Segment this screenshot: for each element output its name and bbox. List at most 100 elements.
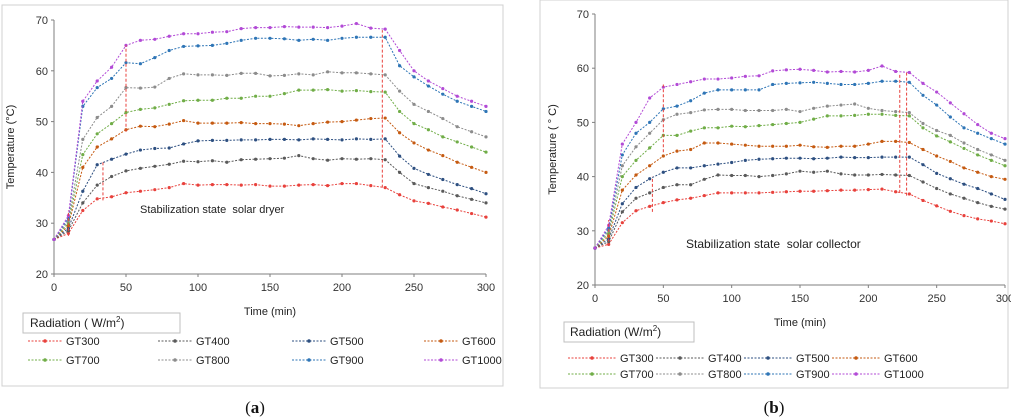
data-point [225, 96, 229, 100]
data-point [239, 96, 243, 100]
data-point [196, 121, 200, 125]
data-point [962, 141, 966, 145]
data-point [167, 102, 171, 106]
data-point [894, 173, 898, 177]
data-point [675, 198, 679, 202]
data-point [894, 139, 898, 143]
data-point [426, 128, 430, 132]
x-tick-label: 100 [189, 282, 207, 294]
data-point [153, 106, 157, 110]
data-point [702, 193, 706, 198]
data-point [921, 180, 925, 184]
data-point [369, 35, 373, 39]
data-point [441, 86, 445, 91]
data-point [976, 186, 980, 191]
data-point [620, 188, 624, 192]
data-point [771, 157, 775, 161]
data-point [95, 115, 99, 120]
data-point [426, 186, 430, 190]
data-point [182, 142, 186, 146]
data-point [935, 90, 939, 94]
data-point [675, 112, 679, 116]
legend-title: Radiation ( W/m2) [30, 315, 124, 330]
legend-swatch-marker [439, 339, 443, 343]
data-point [340, 120, 344, 124]
data-point [607, 231, 611, 236]
data-point [798, 109, 802, 114]
data-point [1003, 207, 1007, 211]
data-point [634, 196, 638, 200]
x-tick-label: 250 [405, 282, 423, 294]
data-point [989, 192, 993, 196]
x-tick-label: 150 [261, 282, 279, 294]
data-point [254, 94, 258, 98]
data-point [398, 154, 402, 158]
data-point [784, 107, 788, 111]
data-point [153, 146, 157, 151]
data-point [196, 32, 200, 36]
data-point [138, 86, 142, 90]
x-tick-label: 150 [791, 293, 809, 305]
x-axis-title: Time (min) [774, 317, 826, 329]
data-point [182, 72, 186, 76]
data-point [124, 110, 128, 115]
x-tick-label: 250 [927, 293, 945, 305]
data-point [282, 156, 286, 160]
data-point [661, 185, 665, 190]
data-point [470, 165, 474, 169]
data-point [340, 24, 344, 28]
data-point [455, 94, 459, 98]
data-point [921, 163, 925, 167]
data-point [907, 70, 911, 75]
data-point [921, 121, 925, 126]
data-point [812, 80, 816, 84]
data-point [907, 192, 911, 196]
data-point [412, 102, 416, 106]
data-point [426, 109, 430, 114]
data-point [894, 113, 898, 117]
data-point [675, 149, 679, 153]
data-point [716, 141, 720, 145]
data-point [196, 183, 200, 187]
data-point [675, 166, 679, 170]
data-point [81, 189, 85, 193]
data-point [730, 191, 734, 195]
chart-annotation: Stabilization state solar dryer [140, 204, 285, 216]
data-point [976, 201, 980, 205]
data-point [354, 137, 358, 141]
data-point [81, 201, 85, 205]
legend-label: GT1000 [462, 355, 502, 367]
series-gt900 [52, 35, 488, 242]
data-point [369, 90, 373, 94]
data-point [412, 199, 416, 203]
legend-item-gt1000: GT1000 [424, 355, 502, 367]
data-point [839, 82, 843, 87]
data-point [825, 145, 829, 149]
legend-item-gt800: GT800 [656, 369, 742, 381]
data-point [52, 237, 56, 242]
data-point [907, 155, 911, 159]
data-point [730, 107, 734, 111]
data-point [948, 209, 952, 213]
data-point [716, 126, 720, 130]
data-point [268, 184, 272, 188]
data-point [441, 135, 445, 139]
data-point [962, 214, 966, 218]
legend-item-gt600: GT600 [424, 336, 496, 348]
data-point [383, 90, 387, 94]
data-point [426, 201, 430, 205]
data-point [398, 131, 402, 135]
data-point [282, 122, 286, 126]
data-point [689, 196, 693, 200]
data-point [369, 26, 373, 30]
data-point [812, 106, 816, 110]
data-point [921, 147, 925, 152]
data-point [225, 138, 229, 142]
data-point [340, 157, 344, 161]
data-point [124, 61, 128, 65]
data-point [340, 181, 344, 186]
data-point [921, 126, 925, 130]
data-point [95, 197, 99, 201]
legend-label: GT500 [796, 353, 830, 365]
data-point [412, 69, 416, 73]
